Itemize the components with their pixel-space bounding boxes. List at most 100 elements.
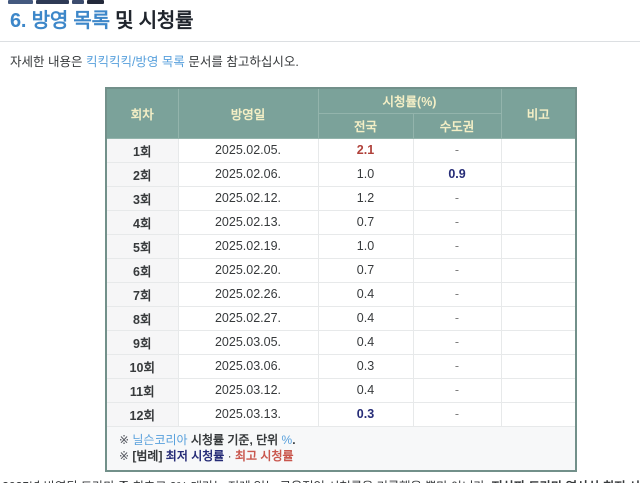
clipped-previous-content xyxy=(8,0,104,4)
nationwide-rating-cell: 0.4 xyxy=(317,281,414,307)
table-row: 12회 2025.03.13. 0.3- xyxy=(105,401,577,427)
footnote-mark: ※ xyxy=(119,432,133,447)
intro-paragraph: 자세한 내용은 킥킥킥킥/방영 목록 문서를 참고하십시오. xyxy=(10,54,640,70)
header-ratings-group: 시청률(%) xyxy=(317,87,502,114)
section-heading-wrap: 6. 방영 목록 및 시청률 xyxy=(0,0,640,42)
nationwide-rating-cell: 0.7 xyxy=(317,209,414,235)
capital-rating-cell: - xyxy=(412,209,502,235)
table-row: 8회 2025.02.27. 0.4- xyxy=(105,305,577,331)
note-cell xyxy=(500,185,577,211)
note-cell xyxy=(500,281,577,307)
table-row: 6회 2025.02.20. 0.7- xyxy=(105,257,577,283)
episode-cell: 11회 xyxy=(105,377,179,403)
air-date-cell: 2025.02.05. xyxy=(177,137,319,163)
legend-highest-rating: 최고 시청률 xyxy=(231,448,294,463)
bottom-paragraph-normal: 2025년 방영된 드라마 중 최초로 0% 대라는 전례 없는 굴욕적인 시청… xyxy=(2,480,491,483)
header-air-date: 방영일 xyxy=(177,87,319,139)
footnote-source-text: 시청률 기준, 단위 xyxy=(187,432,282,447)
nationwide-rating-cell: 2.1 xyxy=(317,137,414,163)
nationwide-rating-cell: 0.3 xyxy=(317,353,414,379)
ratings-table: 회차 방영일 시청률(%) 비고 전국 수도권 1회 2025.02.05. 2.1… xyxy=(105,87,578,472)
capital-rating-cell: - xyxy=(412,305,502,331)
nationwide-rating-cell: 1.2 xyxy=(317,185,414,211)
nationwide-rating-cell: 0.4 xyxy=(317,305,414,331)
note-cell xyxy=(500,305,577,331)
note-cell xyxy=(500,257,577,283)
episode-cell: 1회 xyxy=(105,137,179,163)
bottom-paragraph: 2025년 방영된 드라마 중 최초로 0% 대라는 전례 없는 굴욕적인 시청… xyxy=(0,479,640,483)
header-capital: 수도권 xyxy=(412,112,502,139)
nationwide-rating-cell: 0.4 xyxy=(317,377,414,403)
footnote-source-line: ※ 닐슨코리아 시청률 기준, 단위 %. xyxy=(119,432,567,448)
air-date-cell: 2025.02.06. xyxy=(177,161,319,187)
intro-prefix: 자세한 내용은 xyxy=(10,55,86,69)
capital-rating-cell: - xyxy=(412,329,502,355)
episode-cell: 5회 xyxy=(105,233,179,259)
note-cell xyxy=(500,377,577,403)
note-cell xyxy=(500,329,577,355)
air-date-cell: 2025.03.13. xyxy=(177,401,319,427)
legend-label: [범례] xyxy=(132,448,163,463)
table-row: 5회 2025.02.19. 1.0- xyxy=(105,233,577,259)
table-row: 1회 2025.02.05. 2.1- xyxy=(105,137,577,163)
episode-cell: 3회 xyxy=(105,185,179,211)
table-row: 11회 2025.03.12. 0.4- xyxy=(105,377,577,403)
air-date-cell: 2025.02.26. xyxy=(177,281,319,307)
nielsen-korea-link[interactable]: 닐슨코리아 xyxy=(132,432,188,447)
note-cell xyxy=(500,233,577,259)
capital-rating-cell: - xyxy=(412,353,502,379)
nationwide-rating-cell: 0.3 xyxy=(317,401,414,427)
table-row: 4회 2025.02.13. 0.7- xyxy=(105,209,577,235)
note-cell xyxy=(500,137,577,163)
legend-lowest-rating: 최저 시청률 xyxy=(162,448,228,463)
episode-cell: 6회 xyxy=(105,257,179,283)
air-date-cell: 2025.03.12. xyxy=(177,377,319,403)
intro-suffix: 문서를 참고하십시오. xyxy=(184,55,299,69)
air-date-cell: 2025.03.05. xyxy=(177,329,319,355)
table-row: 7회 2025.02.26. 0.4- xyxy=(105,281,577,307)
header-note: 비고 xyxy=(500,87,577,139)
capital-rating-cell: 0.9 xyxy=(412,161,502,187)
capital-rating-cell: - xyxy=(412,185,502,211)
footnote-legend-line: ※ [범례] 최저 시청률 · 최고 시청률 xyxy=(119,448,567,464)
capital-rating-cell: - xyxy=(412,401,502,427)
legend-separator: · xyxy=(227,448,232,463)
nationwide-rating-cell: 0.7 xyxy=(317,257,414,283)
capital-rating-cell: - xyxy=(412,281,502,307)
percent-link[interactable]: % xyxy=(281,432,293,447)
section-heading: 6. 방영 목록 및 시청률 xyxy=(10,9,640,34)
air-date-cell: 2025.03.06. xyxy=(177,353,319,379)
episode-cell: 4회 xyxy=(105,209,179,235)
broadcast-list-link[interactable]: 킥킥킥킥/방영 목록 xyxy=(85,55,185,69)
episode-cell: 10회 xyxy=(105,353,179,379)
air-date-cell: 2025.02.13. xyxy=(177,209,319,235)
table-row: 9회 2025.03.05. 0.4- xyxy=(105,329,577,355)
capital-rating-cell: - xyxy=(412,257,502,283)
note-cell xyxy=(500,353,577,379)
header-episode: 회차 xyxy=(105,87,179,139)
bottom-paragraph-bold: 지상파 드라마 역사상 최저 시청률인 0.3%라는 불명예에 xyxy=(491,480,640,483)
footnote-mark: ※ xyxy=(119,448,133,463)
footnote-source-end: . xyxy=(292,432,296,447)
episode-cell: 9회 xyxy=(105,329,179,355)
section-heading-rest: 및 시청률 xyxy=(109,10,194,32)
table-row: 3회 2025.02.12. 1.2- xyxy=(105,185,577,211)
table-footnotes: ※ 닐슨코리아 시청률 기준, 단위 %. ※ [범례] 최저 시청률 · 최고… xyxy=(105,425,577,471)
note-cell xyxy=(500,209,577,235)
air-date-cell: 2025.02.27. xyxy=(177,305,319,331)
air-date-cell: 2025.02.19. xyxy=(177,233,319,259)
episode-cell: 8회 xyxy=(105,305,179,331)
episode-cell: 12회 xyxy=(105,401,179,427)
note-cell xyxy=(500,401,577,427)
air-date-cell: 2025.02.12. xyxy=(177,185,319,211)
section-heading-link[interactable]: 6. 방영 목록 xyxy=(10,10,110,32)
ratings-table-header: 회차 방영일 시청률(%) 비고 전국 수도권 xyxy=(105,87,577,139)
nationwide-rating-cell: 0.4 xyxy=(317,329,414,355)
table-row: 10회 2025.03.06. 0.3- xyxy=(105,353,577,379)
note-cell xyxy=(500,161,577,187)
table-body: 1회 2025.02.05. 2.1-2회 2025.02.06. 1.0 0.9 3회 20… xyxy=(105,137,577,427)
episode-cell: 7회 xyxy=(105,281,179,307)
table-row: 2회 2025.02.06. 1.0 0.9 xyxy=(105,161,577,187)
capital-rating-cell: - xyxy=(412,233,502,259)
nationwide-rating-cell: 1.0 xyxy=(317,233,414,259)
